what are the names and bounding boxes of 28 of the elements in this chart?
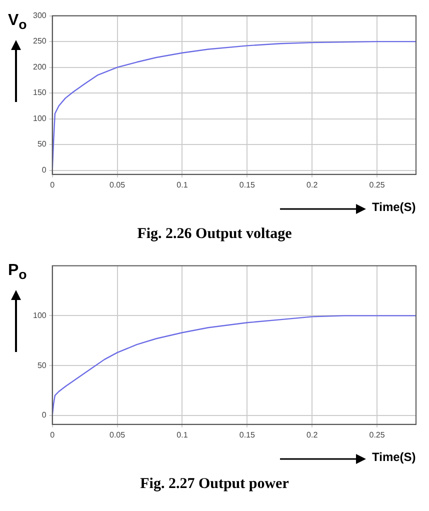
x-tick-label: 0.25	[369, 430, 386, 440]
y-axis-title: P$_{o}$	[8, 262, 27, 282]
y-tick-label: 250	[32, 36, 47, 46]
x-tick-label: 0	[50, 180, 56, 190]
y-tick-label: 300	[32, 11, 47, 20]
y-tick-label: 50	[37, 360, 47, 370]
y-tick-label: 0	[42, 410, 47, 420]
x-tick-label: 0.1	[176, 430, 188, 440]
x-tick-label: 0.15	[239, 180, 256, 190]
y-tick-label: 100	[32, 114, 47, 123]
x-tick-label: 0.25	[369, 180, 386, 190]
x-tick-label: 0.05	[109, 430, 126, 440]
x-axis-title: Time(S)	[372, 200, 416, 214]
y-tick-label: 0	[42, 165, 47, 174]
y-axis-title: V$_{o}$	[8, 12, 27, 32]
y-tick-label: 100	[32, 310, 47, 320]
x-tick-label: 0	[50, 430, 56, 440]
y-tick-label: 200	[32, 62, 47, 72]
y-tick-label: 50	[37, 140, 47, 149]
x-tick-label: 0.1	[176, 180, 188, 190]
x-tick-label: 0.15	[239, 430, 256, 440]
x-axis-title: Time(S)	[372, 450, 416, 464]
caption: Fig. 2.26 Output voltage	[136, 226, 293, 243]
y-tick-label: 150	[32, 88, 47, 98]
caption: Fig. 2.27 Output power	[139, 476, 290, 493]
x-tick-label: 0.2	[306, 430, 318, 440]
x-tick-label: 0.2	[306, 180, 318, 190]
x-tick-label: 0.05	[109, 180, 126, 190]
